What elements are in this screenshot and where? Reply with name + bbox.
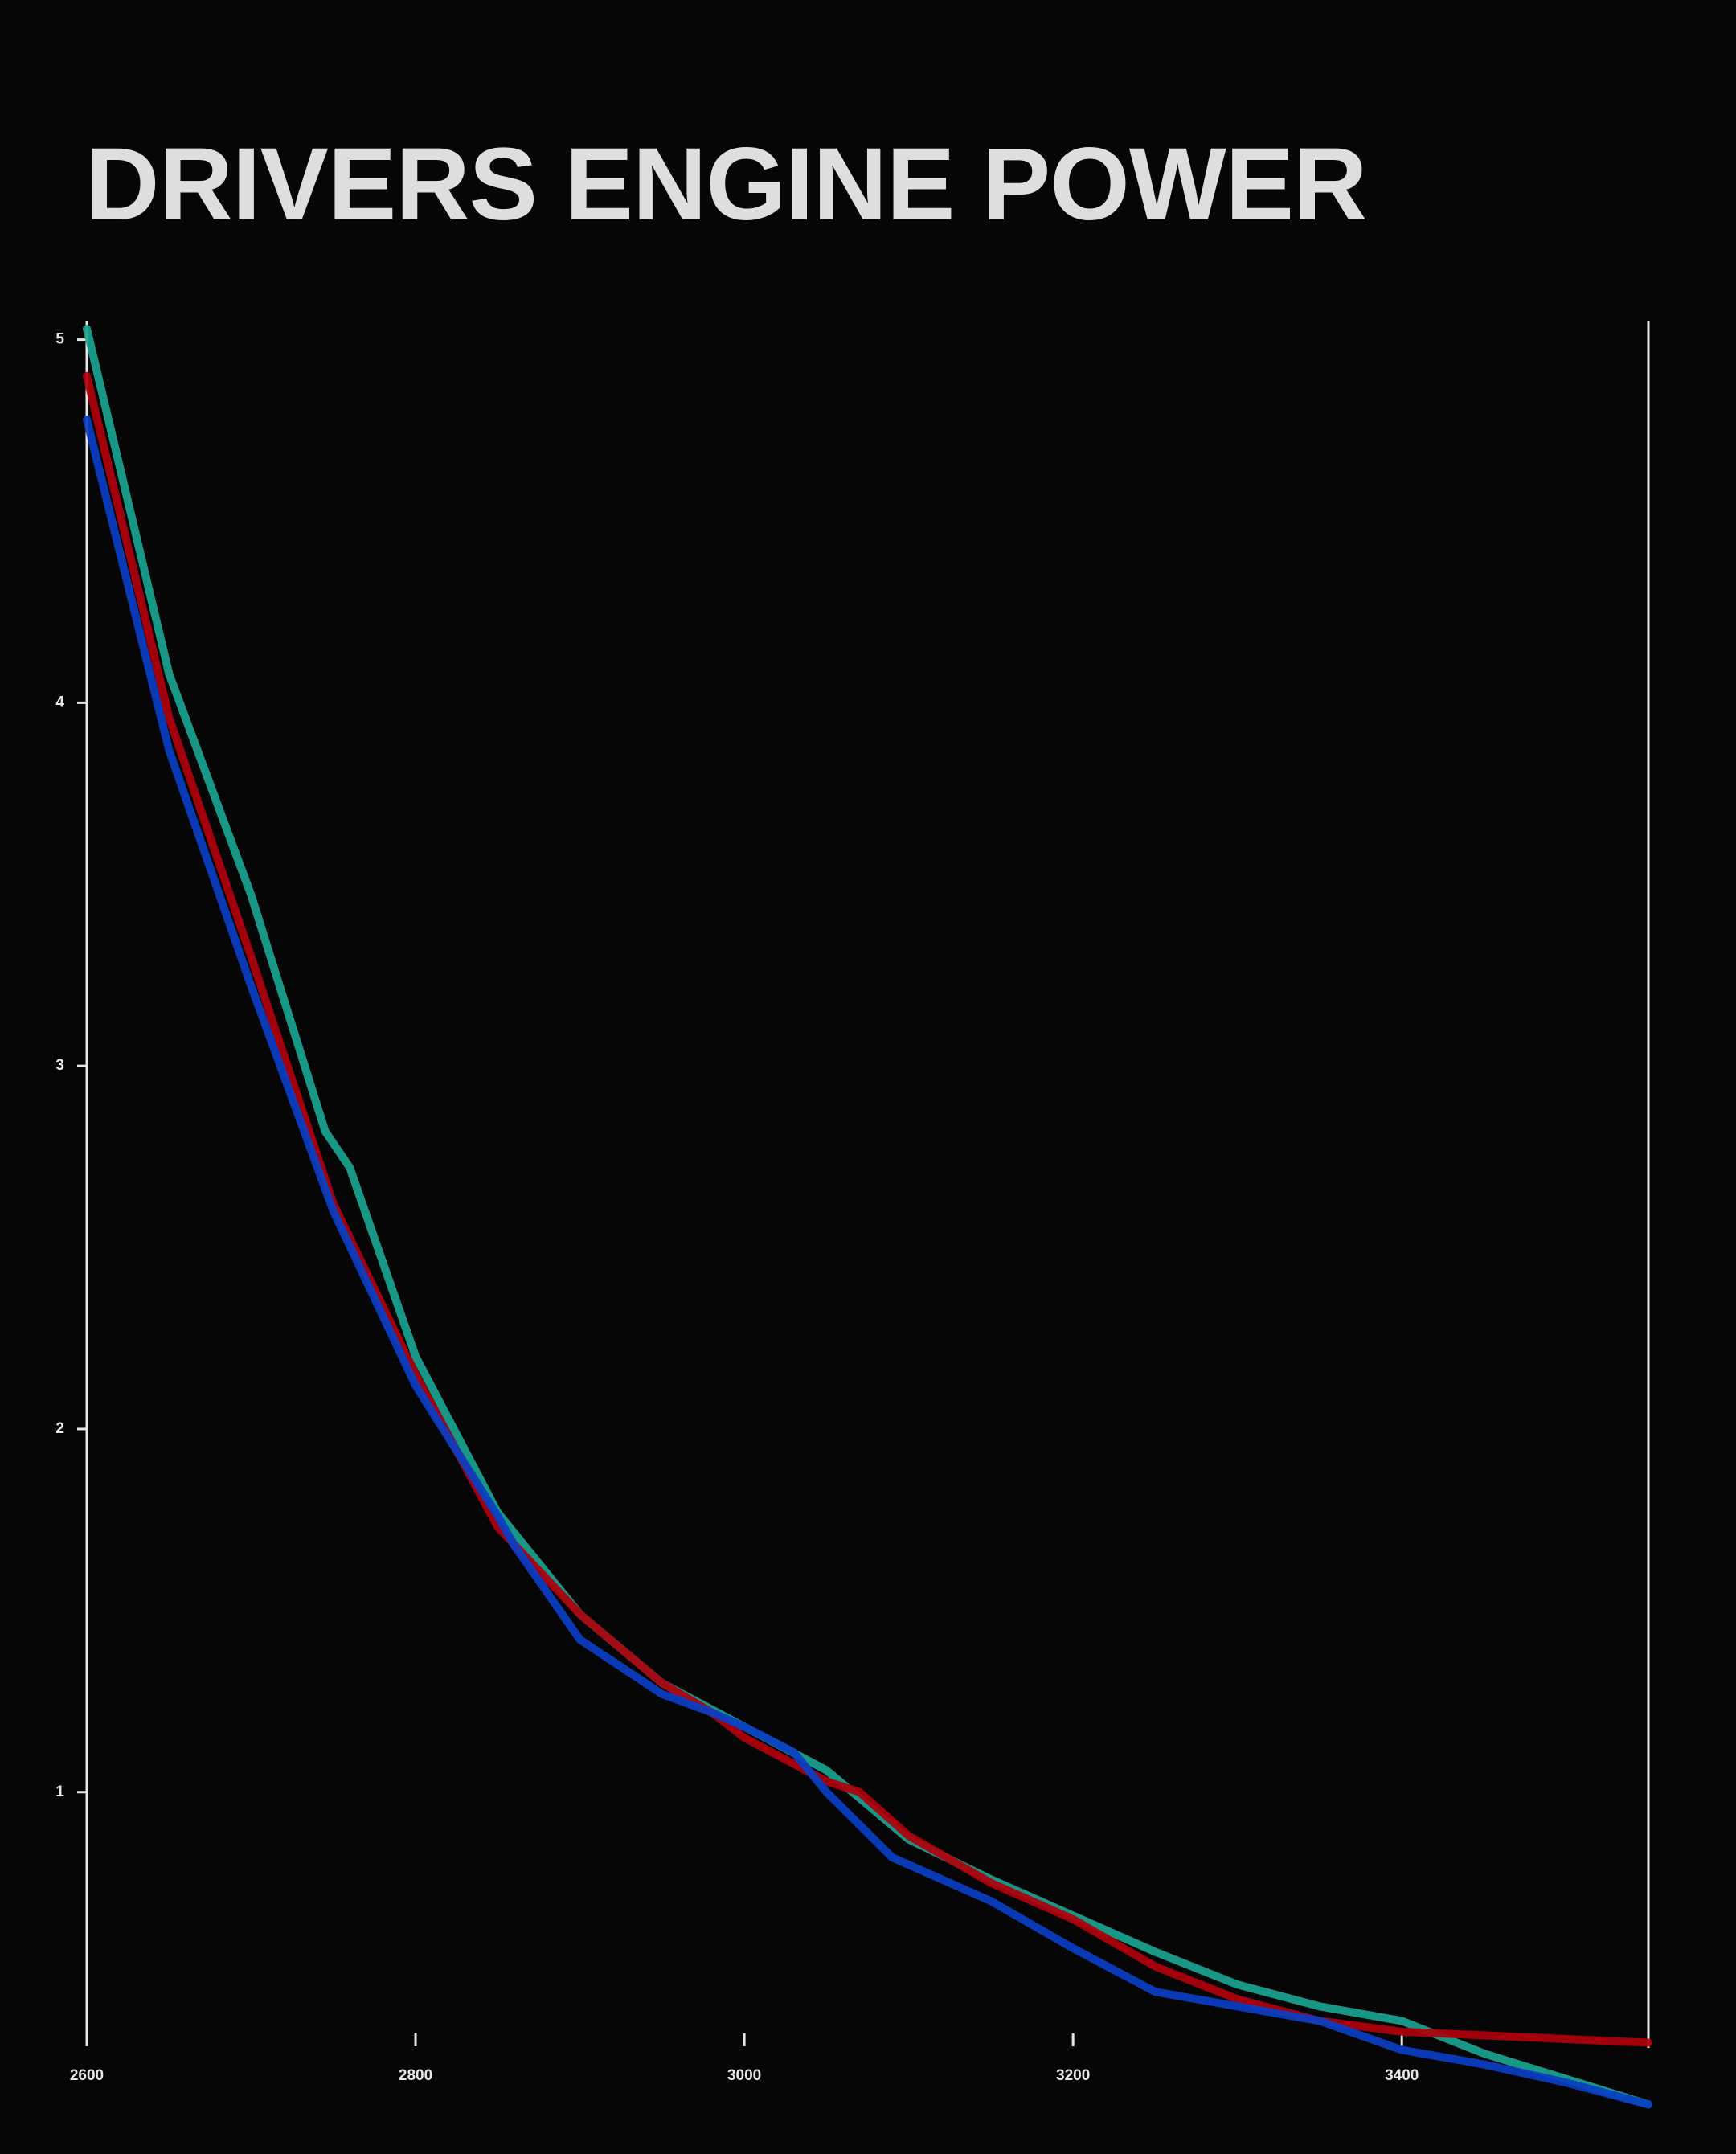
y-tick-label: 4 <box>55 694 64 710</box>
y-tick-label: 5 <box>55 331 64 348</box>
x-tick-label: 3400 <box>1385 2067 1419 2084</box>
series-line-2 <box>83 371 1652 2047</box>
x-tick-label: 3000 <box>727 2067 761 2084</box>
series-line-1 <box>83 325 1652 2109</box>
y-tick-label: 1 <box>55 1783 64 1800</box>
x-tick-label: 3200 <box>1056 2067 1090 2084</box>
x-tick-label: 2600 <box>70 2067 104 2084</box>
chart-title: DRIVERS ENGINE POWER <box>85 127 1367 242</box>
x-tick-label: 2800 <box>399 2067 432 2084</box>
chart-series <box>83 325 1652 2109</box>
series-line-3 <box>83 416 1652 2109</box>
y-tick-label: 2 <box>55 1420 64 1437</box>
y-tick-label: 3 <box>55 1057 64 1074</box>
chart-axes: 1 2 3 4 5 2600 2800 3000 3200 3400 <box>55 321 1650 2084</box>
